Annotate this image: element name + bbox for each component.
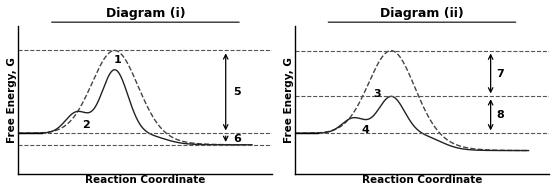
- Text: 4: 4: [361, 125, 370, 135]
- Text: 8: 8: [497, 110, 504, 120]
- Y-axis label: Free Energy, G: Free Energy, G: [7, 57, 17, 143]
- Text: 5: 5: [233, 87, 241, 97]
- Text: 3: 3: [373, 89, 380, 99]
- Text: 1: 1: [114, 55, 121, 65]
- Text: 7: 7: [497, 69, 504, 79]
- Text: 6: 6: [233, 134, 241, 144]
- Text: Diagram (i): Diagram (i): [106, 7, 185, 20]
- X-axis label: Reaction Coordinate: Reaction Coordinate: [85, 175, 206, 185]
- Text: Diagram (ii): Diagram (ii): [380, 7, 464, 20]
- X-axis label: Reaction Coordinate: Reaction Coordinate: [362, 175, 482, 185]
- Text: 2: 2: [82, 120, 90, 130]
- Y-axis label: Free Energy, G: Free Energy, G: [284, 57, 294, 143]
